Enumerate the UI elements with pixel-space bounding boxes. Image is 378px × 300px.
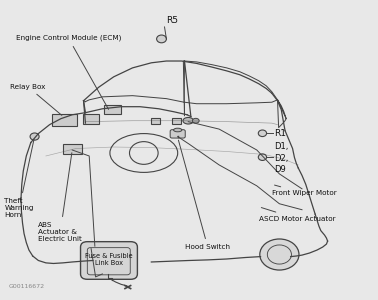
Text: Fuse & Fusible
Link Box: Fuse & Fusible Link Box — [85, 253, 133, 266]
Circle shape — [260, 239, 299, 270]
Bar — [151, 118, 160, 124]
FancyBboxPatch shape — [81, 242, 138, 279]
Text: R1: R1 — [274, 129, 286, 138]
Bar — [51, 114, 77, 125]
Circle shape — [96, 245, 132, 273]
Polygon shape — [67, 115, 74, 119]
Circle shape — [258, 154, 266, 160]
Text: ABS
Actuator &
Electric Unit: ABS Actuator & Electric Unit — [38, 153, 82, 242]
Text: Theft
Warning
Horn: Theft Warning Horn — [5, 139, 34, 218]
Text: R5: R5 — [166, 16, 178, 26]
Circle shape — [30, 133, 39, 140]
Bar — [63, 144, 82, 154]
Circle shape — [258, 130, 266, 136]
FancyBboxPatch shape — [170, 130, 185, 138]
Ellipse shape — [192, 118, 199, 123]
Text: Relay Box: Relay Box — [10, 84, 62, 116]
Text: Front Wiper Motor: Front Wiper Motor — [272, 185, 336, 196]
Text: Hood Switch: Hood Switch — [178, 140, 230, 250]
Ellipse shape — [183, 118, 194, 124]
Text: G00116672: G00116672 — [8, 284, 44, 289]
Text: Engine Control Module (ECM): Engine Control Module (ECM) — [16, 35, 121, 110]
Ellipse shape — [174, 128, 182, 132]
Bar — [104, 105, 121, 114]
Bar — [83, 114, 99, 124]
Text: ASCD Motor Actuator: ASCD Motor Actuator — [259, 208, 335, 222]
Bar — [172, 118, 181, 124]
Circle shape — [156, 35, 166, 43]
Text: D1,
D2,
D9: D1, D2, D9 — [274, 142, 288, 174]
